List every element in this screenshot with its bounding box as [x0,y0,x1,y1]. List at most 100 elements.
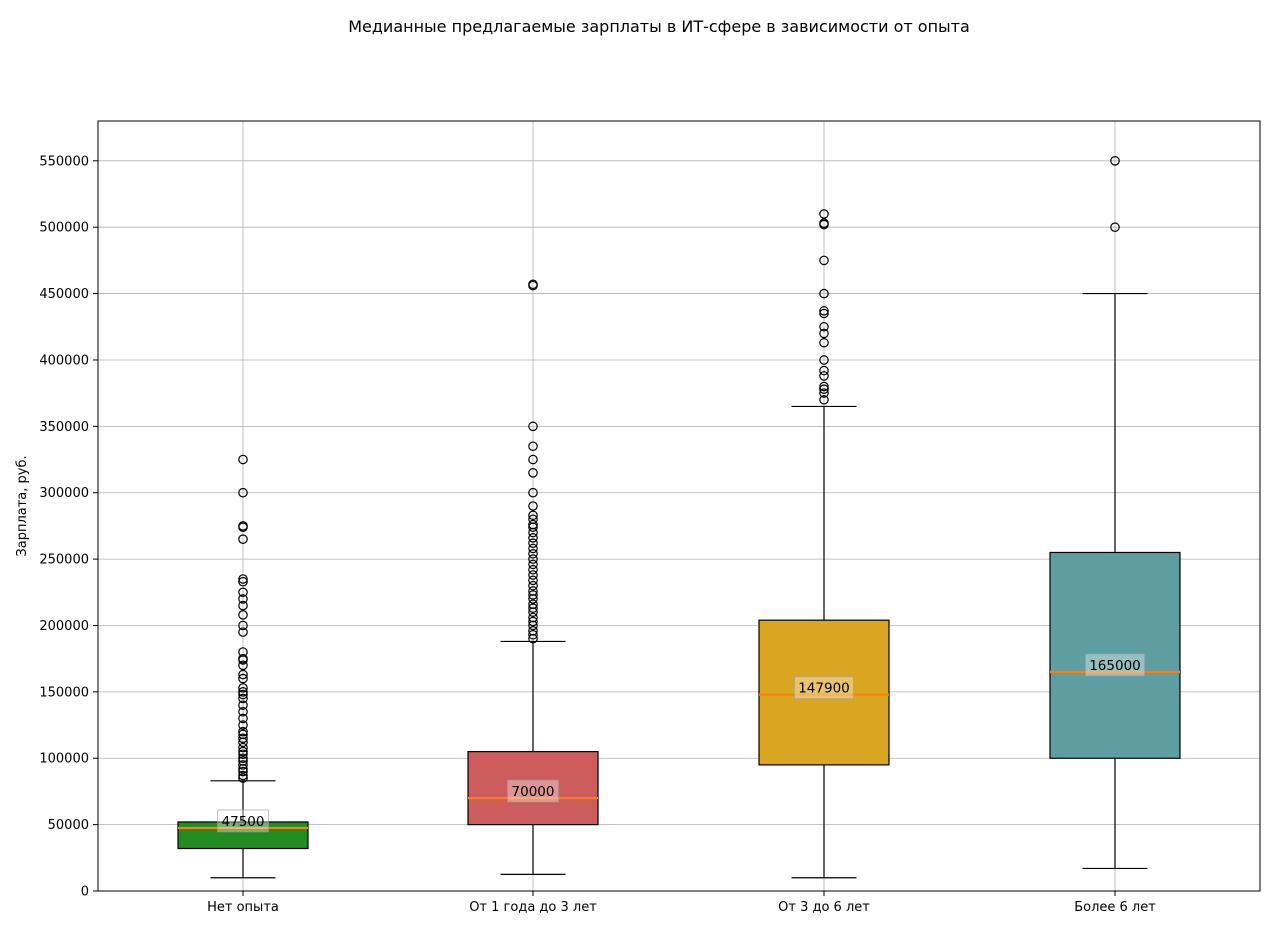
outlier-point [238,713,248,724]
boxes-layer: 47500 70000 147900 165000 [177,156,1181,879]
outlier-point [528,279,538,290]
outlier-point [819,394,829,405]
outlier-point [238,742,248,753]
y-axis-label: Зарплата, руб. [15,455,30,556]
box-group: 70000 [467,279,599,876]
outlier-point [238,726,248,737]
y-tick-label: 50000 [48,818,89,833]
outlier-point [238,733,248,744]
outlier-point [528,548,538,559]
y-tick-label: 500000 [39,221,89,236]
box-group: 147900 [758,209,890,879]
outlier-point [238,749,248,760]
outlier-point [528,586,538,596]
outlier-point [819,288,829,299]
outlier-point [238,576,248,587]
outlier-point [528,580,538,591]
y-tick-label: 250000 [39,553,89,568]
outlier-point [238,773,248,783]
outlier-point [238,673,248,684]
outlier-point [238,487,248,498]
outlier-point [528,599,538,610]
median-label-box [1084,653,1146,677]
y-tick-label: 300000 [39,486,89,501]
outlier-point [238,594,248,604]
outlier-point [528,603,538,614]
outlier-point [238,660,248,671]
outlier-point [238,766,248,777]
outlier-point [528,510,538,521]
outlier-point [528,519,538,530]
outlier-point [238,683,248,693]
outlier-point [238,687,248,697]
outlier-point [528,441,538,452]
outlier-point [238,760,248,770]
y-tick-label: 0 [81,885,89,900]
outlier-point [819,255,829,266]
outlier-point [238,454,248,465]
outlier-point [528,554,538,564]
outlier-point [528,629,538,640]
box-iqr [177,821,309,850]
y-tick-label: 150000 [39,685,89,700]
median-label: 165000 [1089,658,1141,674]
outlier-point [238,753,248,764]
outlier-point [819,306,829,316]
outlier-point [528,533,538,543]
outlier-point [819,209,829,219]
outlier-point [1110,156,1120,166]
outlier-point [238,521,248,531]
outlier-point [238,689,248,700]
outlier-point [528,559,538,570]
outlier-point [819,384,829,394]
outlier-point [819,355,829,365]
outlier-point [238,729,248,740]
x-tick-label: От 1 года до 3 лет [469,900,597,915]
outlier-point [528,564,538,575]
outlier-point [238,647,248,657]
outlier-point [238,627,248,637]
outlier-point [819,381,829,392]
x-tick-label: Нет опыта [207,900,279,915]
plot-frame [97,120,1261,892]
outlier-point [1110,222,1120,233]
outlier-point [238,720,248,730]
outlier-point [528,575,538,586]
outlier-point [819,328,829,339]
outlier-point [528,487,538,498]
outlier-point [528,616,538,627]
outlier-point [238,620,248,631]
outlier-point [528,501,538,511]
outlier-point [819,321,829,332]
outlier-point [819,365,829,376]
outlier-point [238,693,248,704]
outlier-point [238,700,248,710]
outlier-point [528,421,538,432]
outlier-point [528,514,538,525]
outlier-point [238,534,248,544]
outlier-point [238,653,248,664]
outlier-point [819,218,829,229]
outlier-point [238,600,248,611]
outlier-point [238,587,248,598]
outlier-point [238,746,248,757]
y-tick-label: 100000 [39,752,89,767]
outlier-point [819,337,829,348]
x-tick-label: От 3 до 6 лет [778,900,870,915]
outlier-point [238,770,248,781]
outlier-point [528,625,538,636]
median-label-box [507,779,559,803]
outlier-point [238,610,248,620]
outlier-point [528,612,538,623]
box-iqr [758,619,890,766]
median-label-box [793,676,855,700]
outlier-point [819,388,829,398]
grid-layer [98,121,1260,892]
y-tick-label: 400000 [39,353,89,368]
box-group: 165000 [1049,156,1181,870]
outlier-point [528,468,538,478]
chart-title: Медианные предлагаемые зарплаты в ИТ-сфе… [348,17,970,36]
box-group: 47500 [177,454,309,879]
y-tick-label: 450000 [39,287,89,302]
